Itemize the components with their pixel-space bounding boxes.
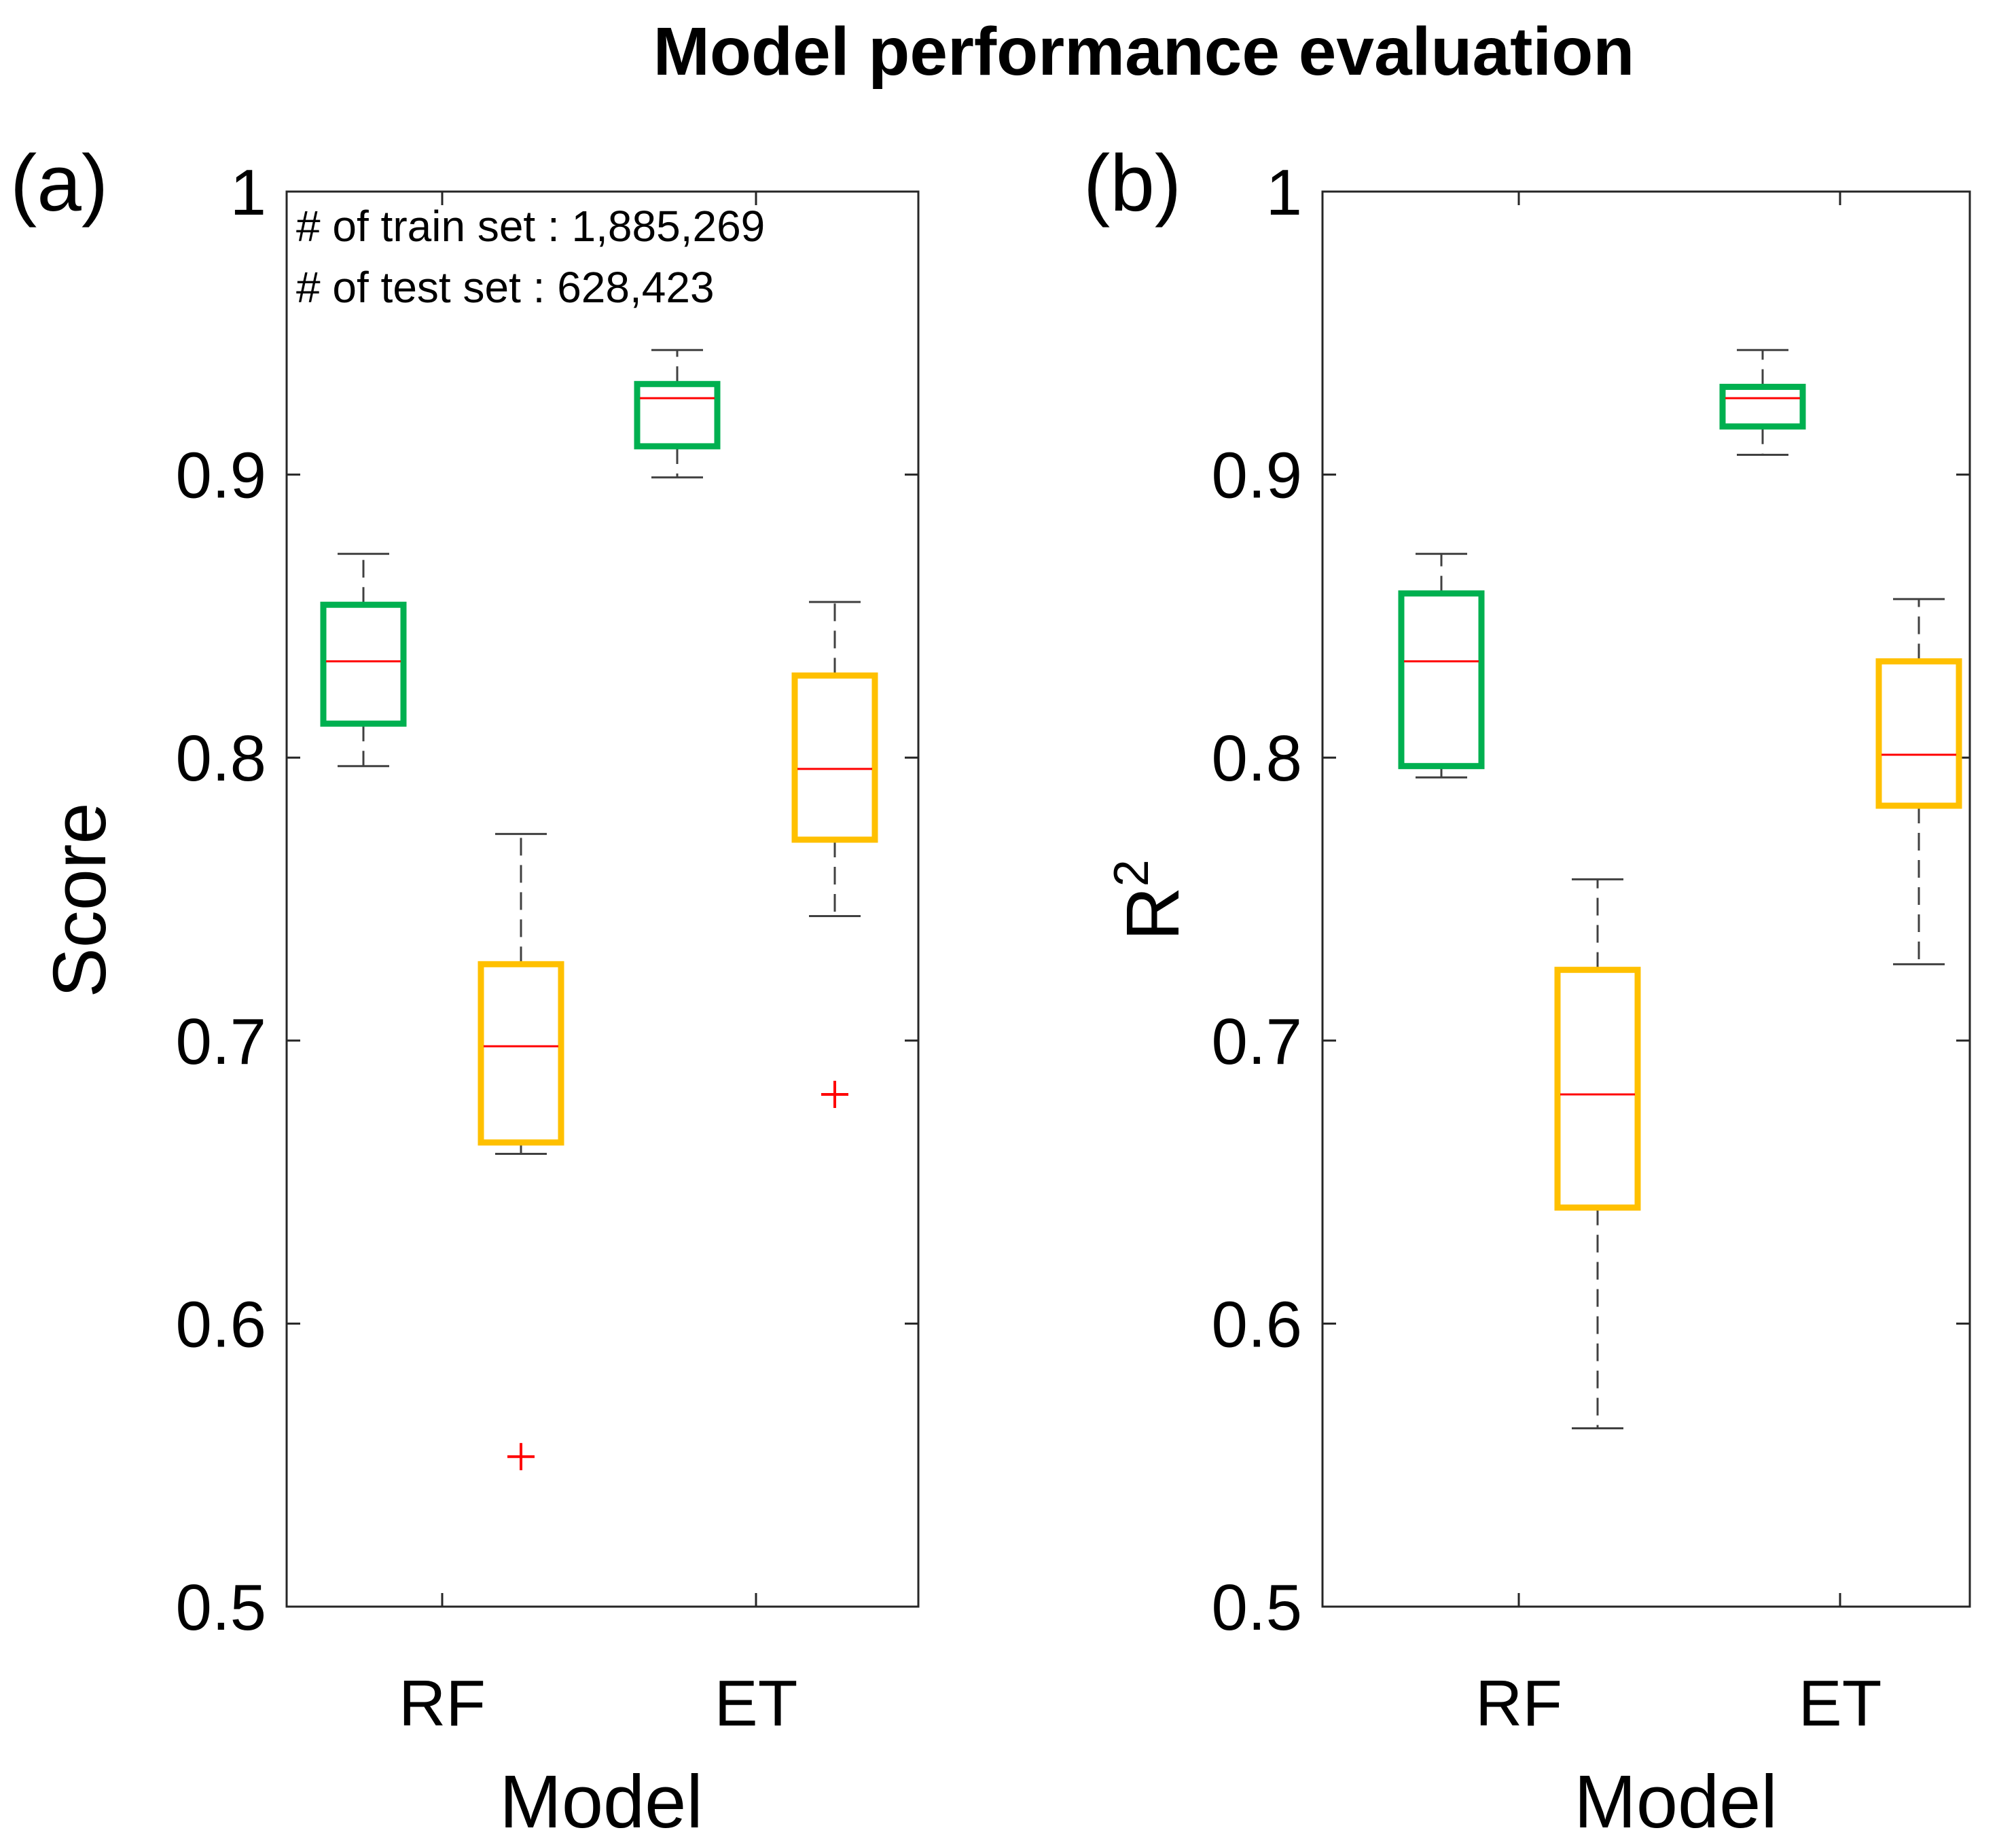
p0-box-0-iqr-box — [320, 601, 407, 727]
p1-y-tick-label-4: 0.9 — [1212, 440, 1302, 512]
p1-y-tick-label-0: 0.5 — [1212, 1571, 1302, 1644]
p1-box-3-iqr-box — [1875, 658, 1962, 809]
p0-x-tick-label-1: ET — [715, 1667, 798, 1740]
p1-box-0-iqr-box — [1398, 590, 1485, 770]
p0-box-3-outlier-0 — [821, 1080, 848, 1108]
p0-x-tick-label-0: RF — [399, 1667, 486, 1740]
panel-b: (b) 0.5 0.6 0.7 0.8 0.9 1 RF ET Model R2 — [1083, 139, 1971, 1841]
p1-x-tick-label-0: RF — [1475, 1667, 1562, 1740]
x-axis-label-a: Model — [499, 1760, 703, 1841]
p0-y-tick-label-5: 1 — [230, 156, 266, 229]
p0-box-3-iqr-box — [791, 672, 878, 843]
p1-box-2-iqr-box — [1719, 383, 1806, 430]
plot-area-a: 0.5 0.6 0.7 0.8 0.9 1 RF ET — [176, 156, 920, 1740]
y-axis-label-b: R2 — [1104, 859, 1195, 941]
figure-title: Model performance evaluation — [653, 14, 1635, 90]
p0-y-tick-label-2: 0.7 — [176, 1005, 266, 1078]
p1-y-tick-label-3: 0.8 — [1212, 722, 1302, 795]
y-axis-label-b-superscript: 2 — [1104, 859, 1159, 887]
p0-box-1-iqr-box — [478, 961, 564, 1146]
y-axis-label-a: Score — [38, 802, 122, 997]
p1-box-1-iqr-box — [1554, 967, 1641, 1211]
p0-y-tick-label-1: 0.6 — [176, 1288, 266, 1361]
p1-y-tick-label-5: 1 — [1266, 156, 1302, 229]
x-axis-label-b: Model — [1574, 1760, 1778, 1841]
p1-axes-frame — [1321, 190, 1971, 1608]
svg-text:R2: R2 — [1104, 859, 1195, 941]
train-set-annotation: # of train set : 1,885,269 — [296, 202, 765, 251]
panel-label-a: (a) — [10, 139, 108, 228]
p0-box-2-iqr-box — [634, 380, 721, 450]
p0-box-1-outlier-0 — [507, 1443, 535, 1471]
p0-y-tick-label-4: 0.9 — [176, 440, 266, 512]
p0-y-tick-label-3: 0.8 — [176, 722, 266, 795]
p1-x-tick-label-1: ET — [1799, 1667, 1882, 1740]
panel-label-b: (b) — [1083, 139, 1181, 228]
p0-y-tick-label-0: 0.5 — [176, 1571, 266, 1644]
p1-y-tick-label-1: 0.6 — [1212, 1288, 1302, 1361]
plot-area-b: 0.5 0.6 0.7 0.8 0.9 1 RF ET — [1212, 156, 1971, 1740]
test-set-annotation: # of test set : 628,423 — [296, 263, 715, 312]
p1-y-tick-label-2: 0.7 — [1212, 1005, 1302, 1078]
panel-a: (a) 0.5 0.6 0.7 0.8 0.9 1 RF ET # of train set … — [10, 139, 920, 1841]
y-axis-label-b-base: R — [1111, 887, 1195, 940]
p0-axes-frame — [285, 190, 920, 1608]
